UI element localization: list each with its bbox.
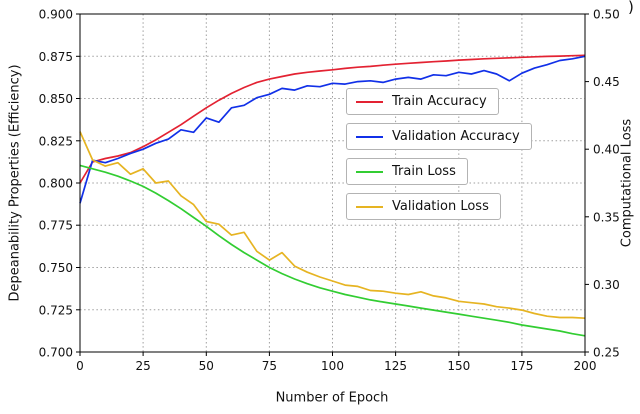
y-axis-label-right: Computational Loss: [619, 118, 635, 248]
corner-text: ): [628, 0, 634, 16]
legend-validation-accuracy: Validation Accuracy: [346, 123, 532, 150]
left-y-tick-label: 0.750: [39, 261, 73, 275]
y-axis-label-left: Depeanability Properties (Efficiency): [7, 64, 23, 302]
left-y-tick-label: 0.700: [39, 346, 73, 360]
legend-train-loss: Train Loss: [346, 158, 468, 185]
left-y-tick-label: 0.825: [39, 134, 73, 148]
x-tick-label: 0: [76, 359, 84, 373]
right-y-tick-label: 0.35: [593, 210, 620, 224]
legend-line-sample-validation-loss: [356, 205, 383, 208]
legend-line-sample-validation-accuracy: [356, 135, 383, 138]
x-tick-label: 50: [199, 359, 214, 373]
x-tick-label: 150: [447, 359, 470, 373]
series-line-train-accuracy: [79, 54, 586, 184]
legend-train-accuracy: Train Accuracy: [346, 88, 499, 115]
legend-label-train-accuracy: Train Accuracy: [392, 94, 487, 109]
left-y-tick-label: 0.800: [39, 177, 73, 191]
legend-label-train-loss: Train Loss: [392, 164, 456, 179]
legend-validation-loss: Validation Loss: [346, 193, 501, 220]
legend-line-sample-train-loss: [356, 170, 383, 173]
legend-label-validation-accuracy: Validation Accuracy: [392, 129, 520, 144]
x-tick-label: 75: [262, 359, 277, 373]
right-y-tick-label: 0.45: [593, 75, 620, 89]
left-y-tick-label: 0.850: [39, 92, 73, 106]
x-tick-label: 100: [321, 359, 344, 373]
x-tick-label: 200: [574, 359, 597, 373]
left-y-tick-label: 0.775: [39, 219, 73, 233]
series-line-train-loss: [79, 164, 586, 337]
right-y-tick-label: 0.25: [593, 346, 620, 360]
x-axis-label: Number of Epoch: [275, 390, 389, 406]
x-tick-label: 175: [510, 359, 533, 373]
left-y-tick-label: 0.725: [39, 303, 73, 317]
left-y-tick-label: 0.875: [39, 50, 73, 64]
series-line-validation-accuracy: [79, 55, 586, 204]
left-y-tick-label: 0.900: [39, 8, 73, 22]
right-y-tick-label: 0.30: [593, 278, 620, 292]
legend-line-sample-train-accuracy: [356, 100, 383, 103]
legend-label-validation-loss: Validation Loss: [392, 199, 489, 214]
x-tick-label: 25: [135, 359, 150, 373]
right-y-tick-label: 0.50: [593, 8, 620, 22]
series-line-validation-loss: [79, 131, 586, 320]
right-y-tick-label: 0.40: [593, 143, 620, 157]
x-tick-label: 125: [384, 359, 407, 373]
